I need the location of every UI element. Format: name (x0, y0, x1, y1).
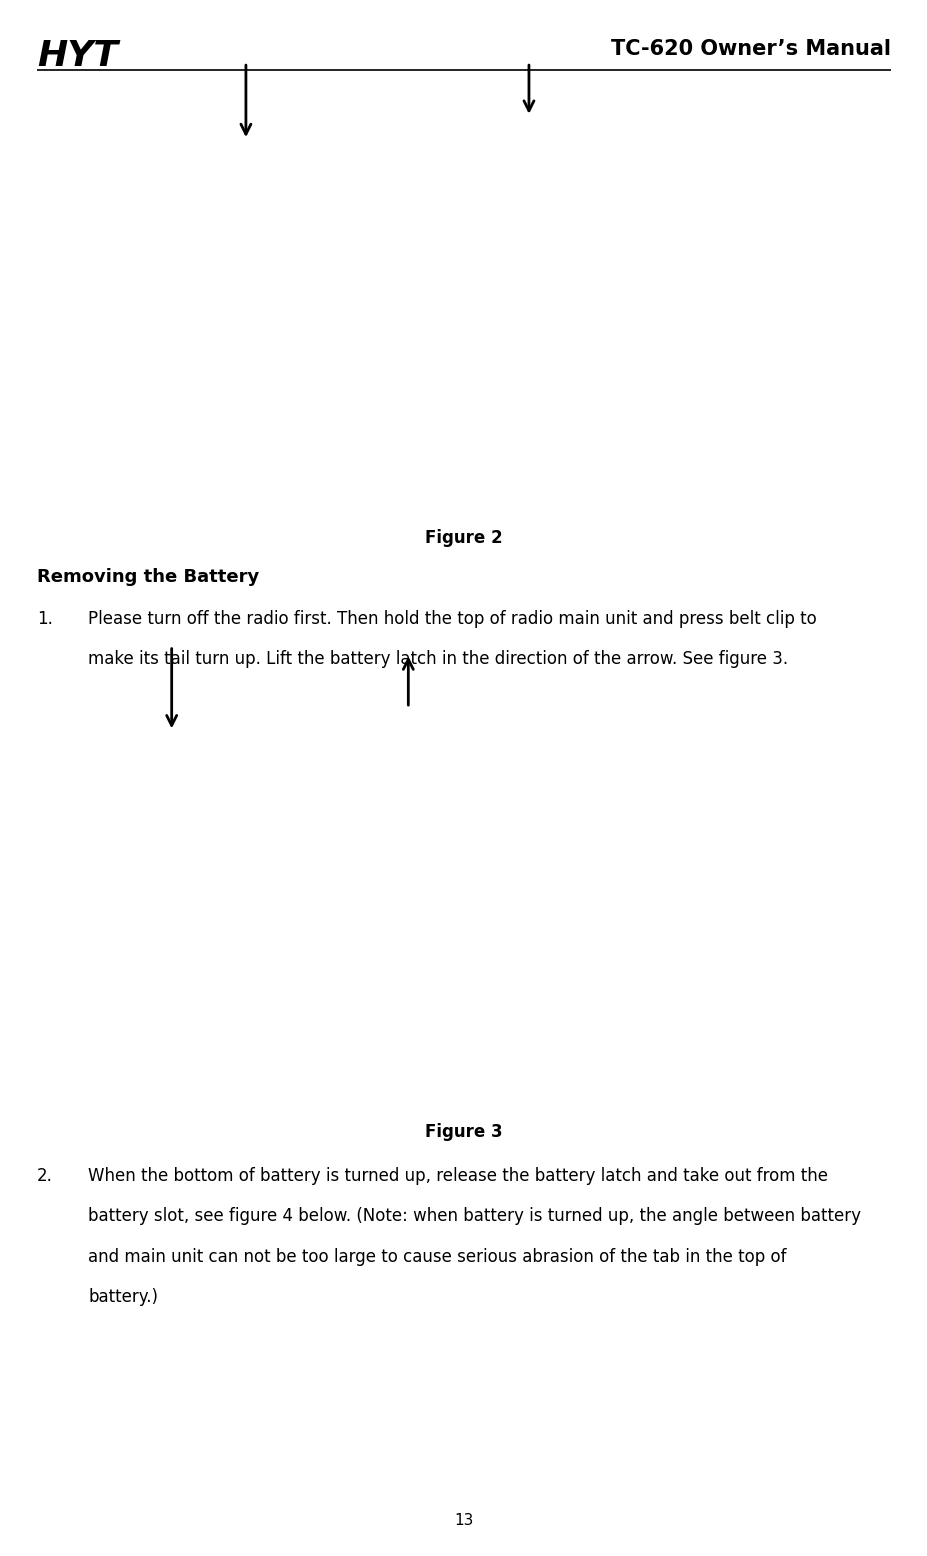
Text: When the bottom of battery is turned up, release the battery latch and take out : When the bottom of battery is turned up,… (88, 1167, 827, 1186)
Text: and main unit can not be too large to cause serious abrasion of the tab in the t: and main unit can not be too large to ca… (88, 1248, 786, 1267)
Bar (37, 692, 890, 1097)
Text: HYT: HYT (37, 39, 118, 73)
Text: TC-620 Owner’s Manual: TC-620 Owner’s Manual (610, 39, 890, 59)
Text: 1.: 1. (37, 610, 53, 629)
Bar (37, 101, 890, 506)
Text: make its tail turn up. Lift the battery latch in the direction of the arrow. See: make its tail turn up. Lift the battery … (88, 650, 787, 669)
Text: Removing the Battery: Removing the Battery (37, 568, 259, 587)
Text: 2.: 2. (37, 1167, 53, 1186)
Text: 13: 13 (454, 1512, 473, 1528)
Text: Figure 2: Figure 2 (425, 529, 502, 548)
Text: battery.): battery.) (88, 1288, 158, 1307)
Text: Figure 3: Figure 3 (425, 1123, 502, 1142)
Text: battery slot, see figure 4 below. (Note: when battery is turned up, the angle be: battery slot, see figure 4 below. (Note:… (88, 1207, 860, 1226)
Text: Please turn off the radio first. Then hold the top of radio main unit and press : Please turn off the radio first. Then ho… (88, 610, 816, 629)
